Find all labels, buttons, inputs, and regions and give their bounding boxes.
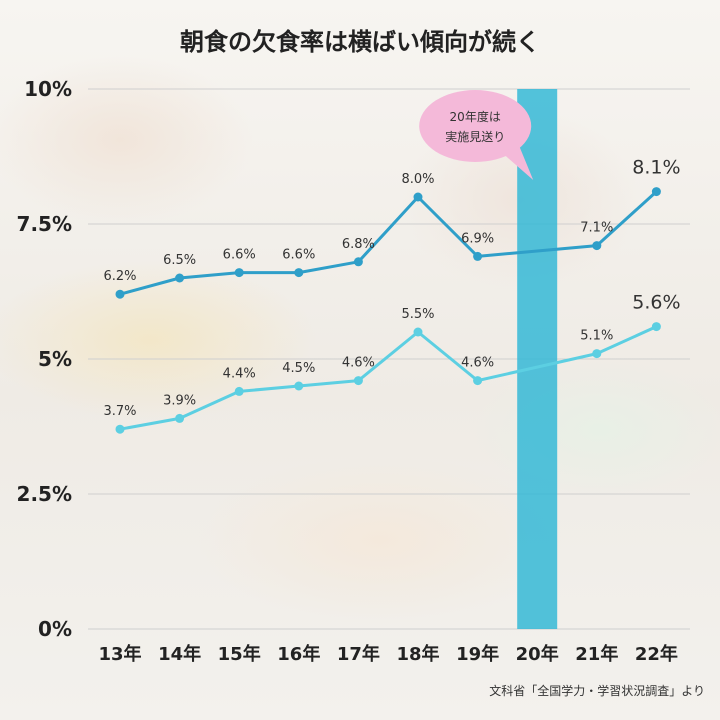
bubble-tail: [501, 146, 534, 180]
data-point: [353, 257, 363, 267]
bubble-shape: [419, 90, 532, 162]
data-point: [294, 268, 304, 278]
series-lines: [115, 187, 661, 434]
x-tick-label: 18年: [396, 643, 439, 665]
data-label: 5.6%: [632, 292, 680, 314]
data-point: [175, 413, 185, 423]
data-label: 6.8%: [342, 237, 375, 252]
y-tick-label: 10%: [24, 77, 72, 101]
data-label: 7.1%: [580, 221, 613, 236]
data-point: [473, 376, 483, 386]
data-label: 6.6%: [282, 248, 315, 263]
x-tick-label: 14年: [158, 643, 201, 665]
chart-title: 朝食の欠食率は横ばい傾向が続く: [180, 28, 540, 56]
y-axis: 0% 2.5% 5% 7.5% 10%: [17, 77, 72, 641]
data-label: 4.6%: [342, 356, 375, 371]
x-tick-label: 16年: [277, 643, 320, 665]
data-point: [294, 381, 304, 391]
data-label: 8.0%: [401, 172, 434, 187]
y-tick-label: 0%: [38, 617, 72, 641]
data-point: [175, 273, 185, 283]
data-label: 8.1%: [632, 157, 680, 179]
data-label: 6.2%: [103, 269, 136, 284]
data-point: [413, 192, 423, 202]
data-point: [592, 241, 602, 251]
y-tick-label: 2.5%: [17, 482, 72, 506]
data-point: [234, 386, 244, 396]
x-tick-label: 15年: [218, 643, 261, 665]
series-line: [119, 325, 658, 431]
source-note: 文科省「全国学力・学習状況調査」より: [489, 683, 705, 698]
data-point: [353, 376, 363, 386]
data-point: [651, 187, 661, 197]
data-label: 4.4%: [223, 366, 256, 381]
missing-year-band-rect: [517, 89, 558, 629]
bubble-text: 実施見送り: [445, 129, 505, 144]
series-line: [119, 190, 658, 296]
data-point: [473, 251, 483, 261]
data-label: 3.9%: [163, 393, 196, 408]
data-point: [115, 424, 125, 434]
x-tick-label: 19年: [456, 643, 499, 665]
bubble-text: 20年度は: [450, 109, 501, 124]
data-point: [234, 268, 244, 278]
data-label: 6.6%: [223, 248, 256, 263]
data-label: 6.9%: [461, 231, 494, 246]
grid-lines: [88, 88, 690, 630]
data-point: [413, 327, 423, 337]
x-tick-label: 22年: [635, 643, 678, 665]
data-label: 4.5%: [282, 361, 315, 376]
x-axis: 13年 14年 15年 16年 17年 18年 19年 20年 21年 22年: [98, 643, 677, 665]
data-label: 3.7%: [103, 404, 136, 419]
data-labels: 6.2% 6.5% 6.6% 6.6% 6.8% 8.0% 6.9% 7.1% 8.1% 3.7%…: [103, 157, 680, 420]
y-tick-label: 5%: [38, 347, 72, 371]
x-tick-label: 20年: [516, 643, 559, 665]
x-tick-label: 17年: [337, 643, 380, 665]
missing-year-band: [517, 89, 558, 629]
data-label: 5.5%: [401, 307, 434, 322]
data-point: [592, 349, 602, 359]
data-point: [651, 322, 661, 332]
data-label: 4.6%: [461, 356, 494, 371]
y-tick-label: 7.5%: [17, 212, 72, 236]
data-point: [115, 289, 125, 299]
x-tick-label: 21年: [575, 643, 618, 665]
data-label: 6.5%: [163, 253, 196, 268]
x-tick-label: 13年: [98, 643, 141, 665]
data-label: 5.1%: [580, 329, 613, 344]
